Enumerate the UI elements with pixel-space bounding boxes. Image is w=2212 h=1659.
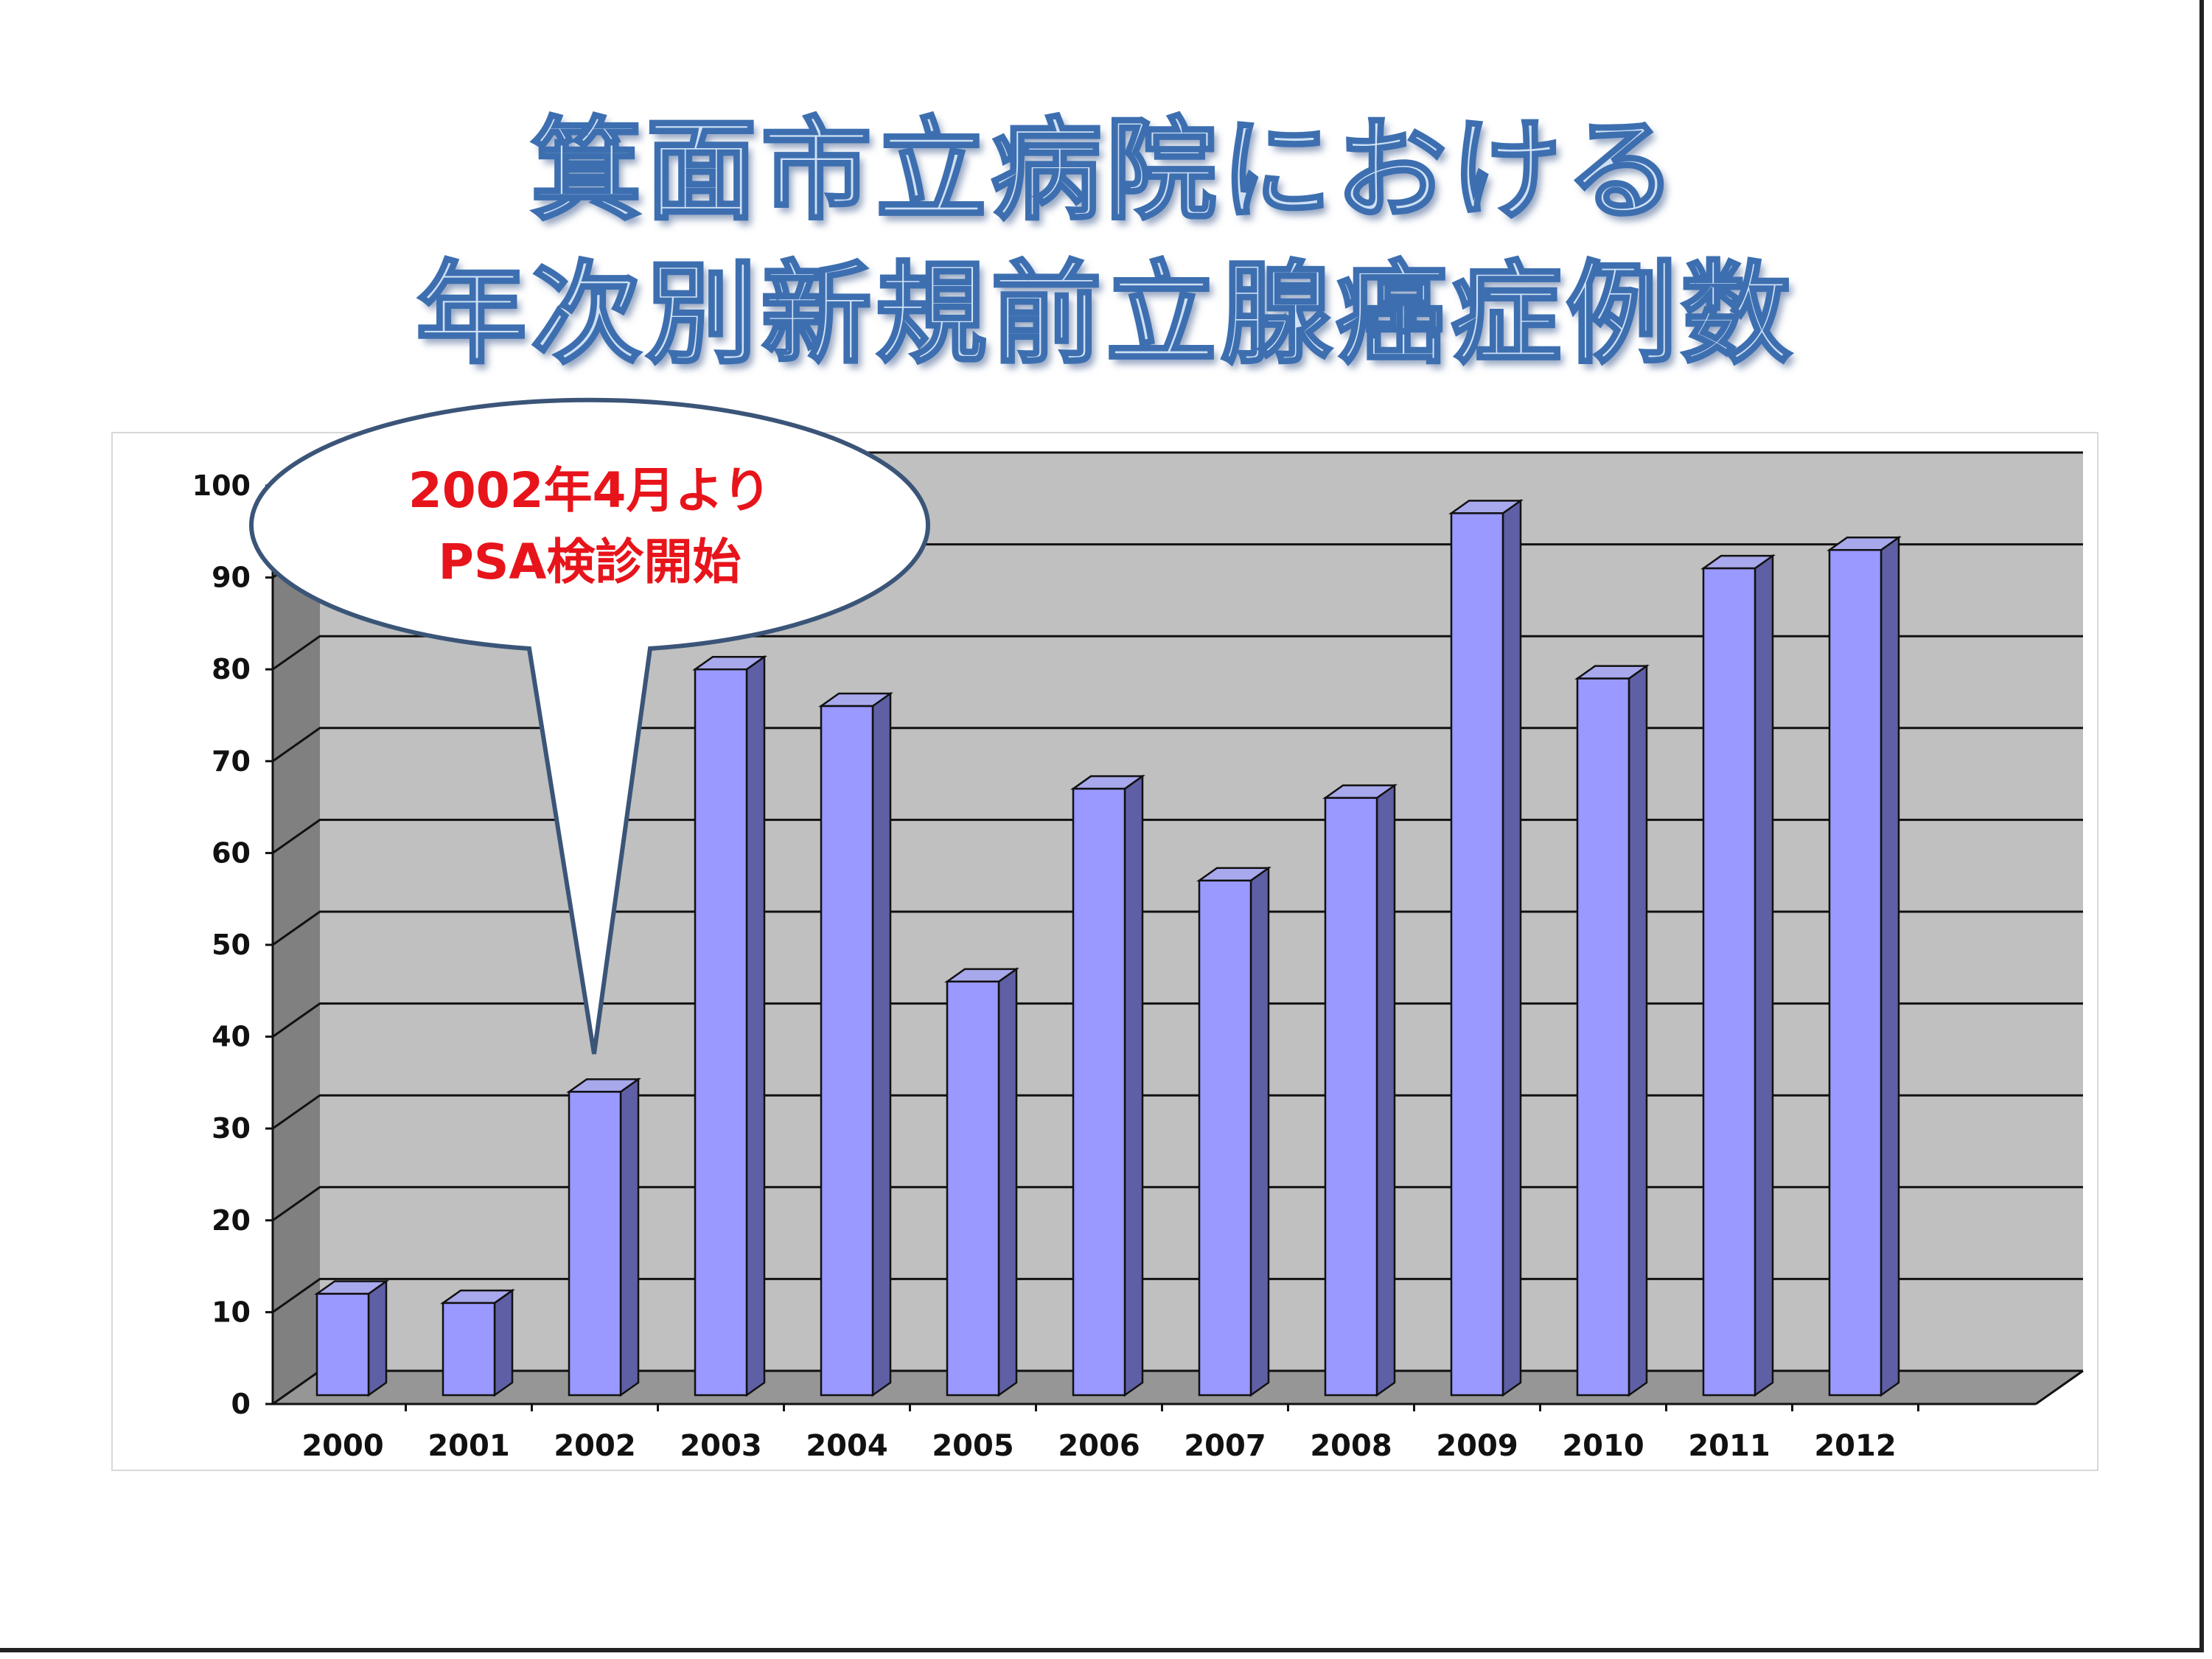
bar-front — [568, 1091, 622, 1397]
bar-side — [1501, 498, 1522, 1397]
bar — [1827, 535, 1902, 1397]
x-tick-label: 2002 — [554, 1429, 635, 1463]
x-axis-depth-line — [2035, 1369, 2084, 1405]
bar-front — [442, 1302, 496, 1397]
x-tick-label: 2012 — [1814, 1429, 1896, 1463]
bar-side — [1754, 553, 1774, 1397]
callout-line-2: PSA検診開始 — [439, 534, 742, 590]
bar-side — [871, 691, 892, 1397]
y-axis-ticks: 0 10 20 30 40 50 60 70 80 90 100 — [192, 469, 2084, 1420]
callout-shape — [249, 397, 930, 1055]
bar — [692, 654, 767, 1397]
callout-line-1: 2002年4月より — [408, 462, 771, 519]
bar-side — [745, 654, 766, 1397]
y-tick-label: 30 — [212, 1112, 251, 1145]
x-tick-label: 2006 — [1058, 1429, 1140, 1463]
y-tick-label: 40 — [212, 1021, 251, 1053]
x-tick-label: 2009 — [1436, 1429, 1518, 1463]
bar-front — [1702, 567, 1756, 1397]
y-tick-label: 50 — [212, 929, 251, 961]
bar — [1322, 783, 1398, 1397]
x-tick-label: 2001 — [428, 1429, 509, 1463]
bar-front — [315, 1293, 370, 1397]
bar-front — [1072, 787, 1126, 1397]
y-tick-label: 60 — [212, 837, 251, 869]
bar — [1700, 553, 1776, 1397]
bar-front — [1324, 797, 1378, 1397]
bar-front — [694, 668, 748, 1397]
bar — [1196, 866, 1271, 1397]
bar-side — [1375, 783, 1396, 1397]
bar — [944, 967, 1019, 1397]
bar-side — [1880, 535, 1900, 1397]
bar — [440, 1288, 515, 1397]
bar-side — [1123, 774, 1144, 1397]
title-line-1: 箕面市立病院における — [529, 105, 1681, 237]
y-tick-label: 10 — [212, 1296, 251, 1328]
bar-front — [1576, 677, 1630, 1397]
bar-front — [1198, 879, 1252, 1397]
bar-side — [1249, 866, 1270, 1397]
bar — [566, 1077, 641, 1397]
bar — [1448, 498, 1524, 1397]
x-axis-ticks: 2000 2001 2002 2003 2004 2005 2006 2007 2008 2009… — [301, 1404, 1919, 1463]
x-tick-label: 2005 — [932, 1429, 1013, 1463]
floor — [273, 1371, 2083, 1404]
callout-bubble: 2002年4月より PSA検診開始 — [249, 397, 930, 1055]
x-tick-label: 2003 — [680, 1429, 761, 1463]
bar-side — [367, 1279, 388, 1397]
y-tick-label: 80 — [212, 653, 251, 685]
bar-front — [1450, 512, 1504, 1397]
title-line-2: 年次別新規前立腺癌症例数 — [414, 249, 1796, 380]
bar-side — [997, 967, 1018, 1397]
x-tick-label: 2004 — [806, 1429, 887, 1463]
bar — [1070, 774, 1145, 1397]
bar-side — [619, 1077, 640, 1397]
x-tick-label: 2007 — [1184, 1429, 1266, 1463]
bar-front — [946, 980, 1000, 1397]
y-tick-label: 70 — [212, 745, 251, 778]
bar-front — [1828, 548, 1883, 1397]
y-tick-label: 100 — [192, 469, 251, 502]
bars — [314, 498, 1902, 1397]
y-tick-label: 0 — [231, 1388, 251, 1420]
bar — [314, 1279, 389, 1397]
y-tick-label: 90 — [212, 562, 251, 594]
bar — [1574, 664, 1650, 1397]
bar — [818, 691, 893, 1397]
bar-side — [1627, 664, 1648, 1397]
bar-front — [820, 705, 874, 1397]
bar-side — [493, 1288, 514, 1397]
x-tick-label: 2000 — [301, 1429, 383, 1463]
x-tick-label: 2008 — [1310, 1429, 1392, 1463]
y-tick-label: 20 — [212, 1204, 251, 1237]
x-tick-label: 2010 — [1562, 1429, 1644, 1463]
x-tick-label: 2011 — [1688, 1429, 1770, 1463]
